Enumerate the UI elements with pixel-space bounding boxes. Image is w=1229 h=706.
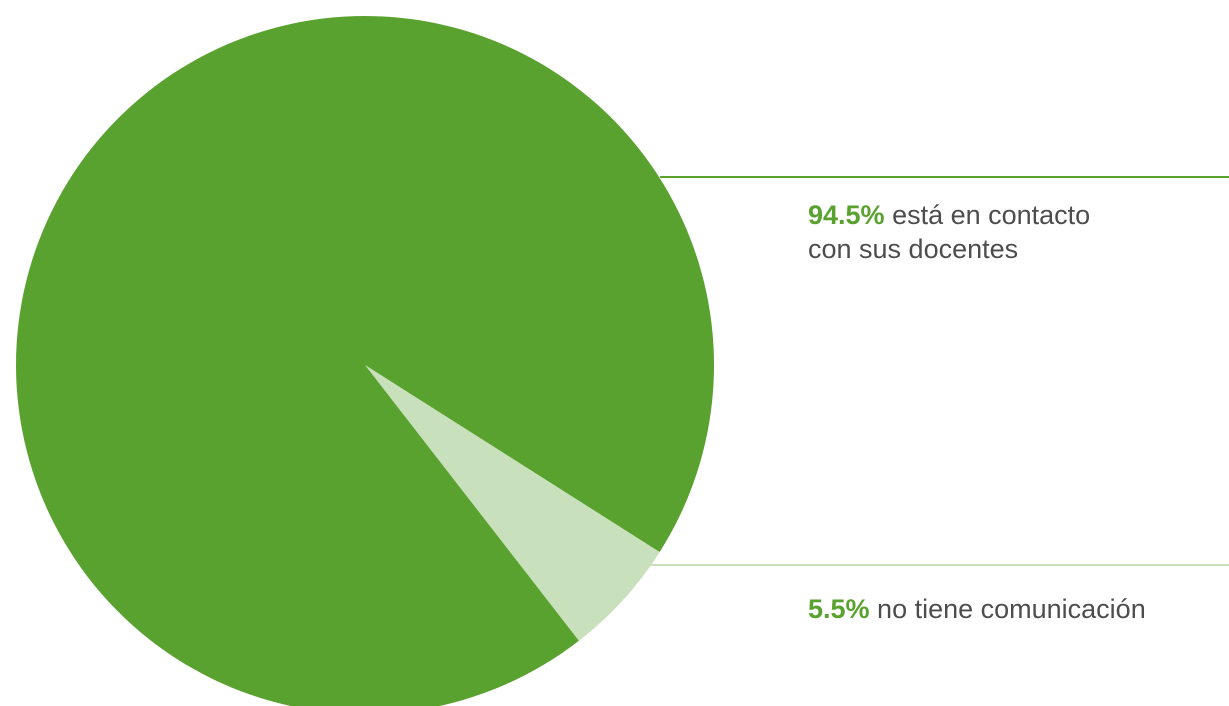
callout-contact-text-line2: con sus docentes [808, 234, 1019, 264]
callout-no-communication: 5.5% no tiene comunicación [808, 592, 1228, 626]
callout-no-communication-text: no tiene comunicación [869, 594, 1146, 624]
pie-slice-contact [16, 16, 714, 706]
callout-no-communication-percent: 5.5% [808, 594, 870, 624]
callout-contact-percent: 94.5% [808, 200, 885, 230]
pie-slice-no-communication [365, 365, 660, 641]
pie-slices [16, 16, 714, 706]
callout-contact: 94.5% está en contacto con sus docentes [808, 198, 1208, 266]
callout-contact-text-line1: está en contacto [884, 200, 1091, 230]
leader-lines [649, 176, 1229, 566]
